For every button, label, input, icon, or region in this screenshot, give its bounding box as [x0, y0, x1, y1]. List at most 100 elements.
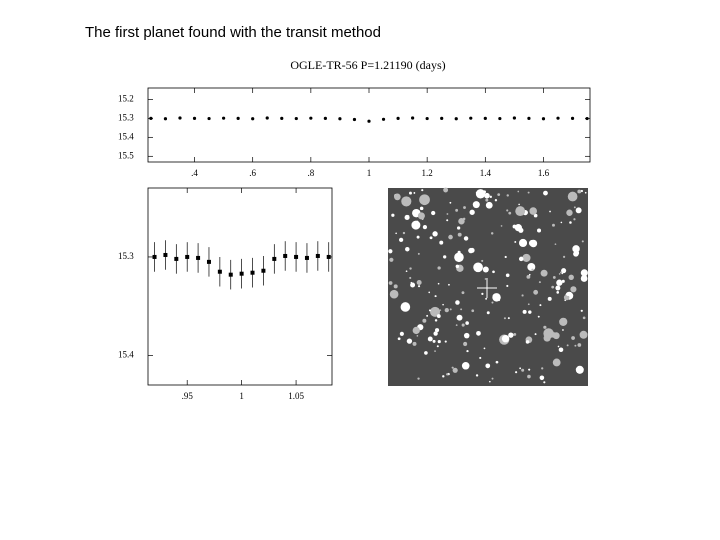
star — [519, 367, 522, 370]
star — [560, 221, 563, 224]
star — [529, 207, 537, 215]
data-point — [338, 117, 342, 121]
data-point — [396, 116, 400, 120]
star — [574, 344, 577, 347]
star — [389, 289, 399, 299]
star — [413, 192, 416, 194]
data-point — [283, 253, 288, 258]
star — [422, 318, 427, 323]
star — [579, 330, 588, 339]
data-point — [149, 116, 153, 120]
star — [436, 345, 439, 348]
star — [407, 215, 410, 217]
star — [567, 191, 578, 202]
star — [491, 377, 494, 380]
data-point — [527, 116, 531, 120]
star — [412, 341, 417, 346]
star — [562, 329, 564, 331]
star — [463, 342, 468, 347]
data-point — [469, 116, 473, 120]
star — [428, 291, 431, 294]
star — [508, 211, 512, 215]
star — [491, 301, 494, 304]
star — [526, 274, 531, 279]
star — [439, 309, 442, 312]
star — [484, 192, 490, 199]
plot-frame — [147, 87, 591, 163]
star — [446, 219, 449, 222]
star — [434, 319, 438, 322]
star — [456, 314, 463, 321]
data-point — [163, 252, 168, 257]
star — [558, 347, 564, 353]
star — [444, 308, 449, 313]
data-point — [178, 116, 182, 120]
plot-frame — [147, 187, 333, 386]
star — [455, 264, 460, 269]
data-point — [411, 116, 415, 120]
star — [437, 339, 441, 344]
star — [492, 293, 501, 302]
star — [401, 196, 412, 207]
star — [573, 218, 576, 221]
star — [573, 206, 576, 209]
star — [458, 218, 465, 225]
star — [466, 349, 469, 353]
star — [395, 232, 397, 235]
star — [570, 286, 577, 293]
star — [566, 209, 573, 216]
data-point — [206, 259, 211, 264]
data-point — [239, 271, 244, 276]
star — [436, 314, 441, 318]
star — [389, 257, 394, 262]
data-point — [152, 254, 157, 259]
star — [439, 240, 444, 245]
data-point — [251, 117, 255, 121]
star — [527, 191, 530, 194]
star — [485, 201, 493, 209]
star — [457, 232, 462, 237]
star — [448, 283, 450, 286]
star — [455, 300, 460, 305]
star — [518, 203, 520, 206]
star — [517, 190, 520, 193]
star — [543, 328, 554, 339]
star — [449, 308, 452, 311]
star — [443, 255, 447, 259]
y-tick-label: 15.4 — [118, 131, 134, 141]
star — [460, 308, 463, 311]
star — [522, 309, 527, 314]
star — [569, 221, 572, 224]
star — [572, 245, 580, 253]
star — [500, 225, 503, 227]
star — [469, 209, 475, 215]
y-tick-label: 15.4 — [118, 350, 134, 360]
star — [558, 273, 561, 275]
data-point — [163, 117, 168, 121]
star — [434, 295, 437, 298]
data-point — [304, 255, 309, 260]
x-tick-label: 1 — [239, 391, 244, 401]
data-point — [498, 116, 502, 121]
y-tick-label: 15.5 — [118, 150, 134, 160]
star — [533, 289, 539, 295]
star — [412, 326, 420, 335]
data-point — [556, 116, 560, 120]
star — [581, 240, 584, 243]
star — [484, 278, 487, 280]
star — [417, 212, 425, 220]
data-point — [352, 117, 357, 122]
star — [463, 206, 466, 209]
data-point — [174, 256, 179, 261]
y-tick-label: 15.3 — [118, 251, 134, 261]
star — [540, 269, 548, 277]
data-point — [315, 253, 320, 258]
x-tick-label: 1.2 — [422, 168, 433, 178]
star — [429, 236, 433, 240]
star — [454, 252, 464, 263]
star-field-image — [388, 188, 588, 386]
data-point — [250, 270, 255, 275]
star — [549, 210, 551, 213]
star — [485, 297, 488, 300]
